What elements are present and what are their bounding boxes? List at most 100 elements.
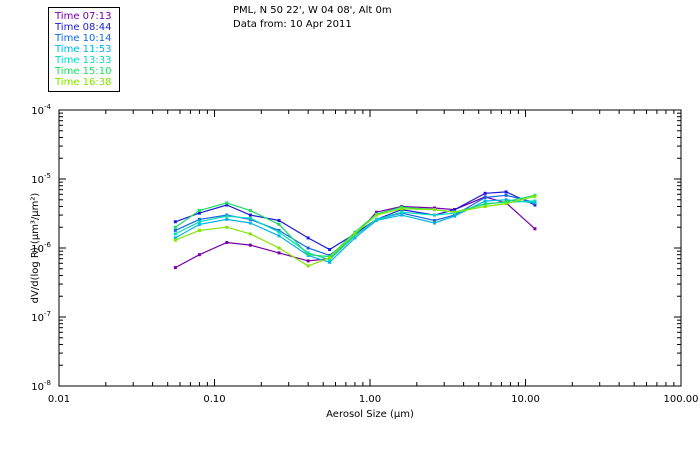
y-tick-label: 10-8	[31, 379, 51, 393]
data-point	[453, 208, 457, 212]
data-point	[353, 230, 357, 234]
legend: Time 07:13 Time 08:44 Time 10:14 Time 11…	[48, 7, 120, 92]
data-point	[433, 219, 437, 223]
data-point	[225, 214, 229, 218]
data-point	[248, 221, 252, 225]
y-axis-label: dV/d(log R) (µm³/µm²)	[30, 193, 41, 304]
x-tick-label: 0.10	[203, 394, 225, 405]
data-point	[433, 221, 437, 225]
data-point	[277, 219, 281, 223]
data-point	[306, 259, 310, 263]
data-point	[504, 202, 508, 206]
plot-area-frame	[58, 109, 682, 387]
data-point	[533, 194, 537, 198]
data-point	[483, 202, 487, 206]
y-tick-label: 10-5	[31, 172, 51, 186]
data-point	[374, 217, 378, 221]
data-point	[277, 234, 281, 238]
data-point	[400, 207, 404, 211]
data-point	[483, 199, 487, 203]
data-point	[248, 208, 252, 212]
y-tick-label: 10-4	[31, 103, 51, 117]
data-point	[400, 210, 404, 214]
data-point	[173, 220, 177, 224]
data-point	[225, 225, 229, 229]
data-point	[277, 230, 281, 234]
data-point	[483, 191, 487, 195]
legend-entry: Time 15:10	[55, 66, 112, 77]
data-point	[353, 236, 357, 240]
data-point	[374, 210, 378, 214]
data-point	[306, 251, 310, 255]
data-point	[504, 200, 508, 204]
data-point	[225, 201, 229, 205]
data-point	[453, 214, 457, 218]
legend-entry: Time 10:14	[55, 33, 112, 44]
x-tick-label: 0.01	[48, 394, 70, 405]
data-point	[328, 248, 332, 252]
data-point	[225, 217, 229, 221]
data-point	[197, 222, 201, 226]
x-tick-label: 10.00	[511, 394, 540, 405]
legend-entry: Time 11:53	[55, 44, 112, 55]
data-point	[306, 253, 310, 257]
data-point	[277, 251, 281, 255]
data-point	[433, 213, 437, 217]
data-point	[533, 227, 537, 231]
data-point	[306, 236, 310, 240]
data-point	[504, 190, 508, 194]
data-point	[197, 253, 201, 257]
data-point	[277, 246, 281, 250]
data-point	[533, 201, 537, 205]
data-point	[197, 208, 201, 212]
x-axis-label: Aerosol Size (μm)	[326, 409, 414, 420]
data-point	[173, 238, 177, 242]
chart-subtitle: Data from: 10 Apr 2011	[233, 19, 352, 30]
data-point	[400, 205, 404, 209]
data-point	[248, 216, 252, 220]
data-point	[328, 258, 332, 262]
data-point	[483, 195, 487, 199]
data-point	[504, 193, 508, 197]
data-point	[533, 199, 537, 203]
data-point	[248, 232, 252, 236]
data-point	[173, 228, 177, 232]
x-tick-label: 1.00	[359, 394, 381, 405]
legend-entry: Time 07:13	[55, 11, 112, 22]
data-point	[277, 222, 281, 226]
data-point	[277, 228, 281, 232]
data-point	[504, 198, 508, 202]
legend-entry: Time 08:44	[55, 22, 112, 33]
data-point	[197, 211, 201, 215]
data-point	[173, 266, 177, 270]
data-point	[306, 246, 310, 250]
data-point	[197, 217, 201, 221]
data-point	[173, 225, 177, 229]
data-point	[306, 264, 310, 268]
data-point	[328, 260, 332, 264]
data-point	[433, 208, 437, 212]
y-tick-label: 10-7	[31, 310, 51, 324]
data-point	[483, 204, 487, 208]
data-point	[353, 234, 357, 238]
data-point	[374, 213, 378, 217]
legend-entry: Time 16:38	[55, 77, 112, 88]
data-point	[533, 203, 537, 207]
data-point	[328, 256, 332, 260]
data-series	[173, 194, 537, 268]
data-point	[173, 232, 177, 236]
data-point	[225, 241, 229, 245]
legend-entry: Time 13:33	[55, 55, 112, 66]
chart-title: PML, N 50 22', W 04 08', Alt 0m	[233, 5, 392, 16]
data-point	[197, 220, 201, 224]
series-line	[175, 200, 535, 261]
data-point	[453, 210, 457, 214]
data-series	[173, 199, 537, 262]
data-point	[248, 243, 252, 247]
data-point	[173, 236, 177, 240]
data-point	[433, 206, 437, 210]
x-tick-label: 100.00	[664, 394, 699, 405]
data-point	[197, 228, 201, 232]
data-point	[353, 232, 357, 236]
